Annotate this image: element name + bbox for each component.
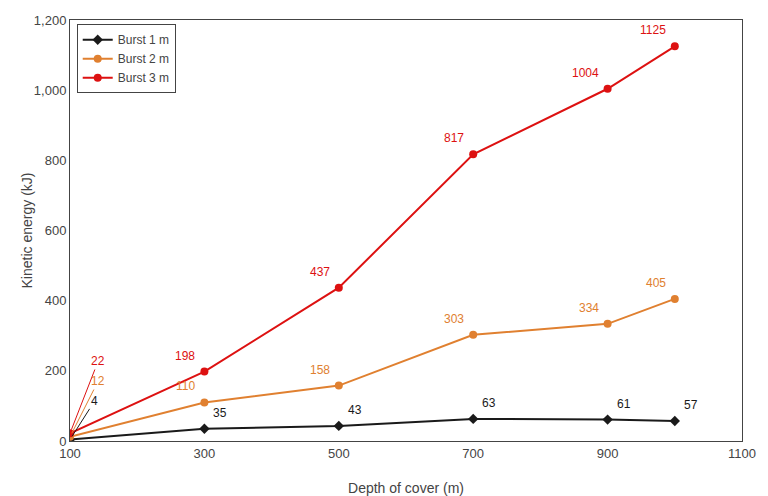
svg-text:900: 900	[597, 446, 619, 461]
svg-text:1,200: 1,200	[34, 13, 67, 28]
svg-text:63: 63	[482, 396, 496, 410]
svg-text:12: 12	[91, 374, 105, 388]
svg-text:405: 405	[646, 276, 666, 290]
svg-text:61: 61	[617, 397, 631, 411]
svg-text:1125: 1125	[640, 23, 666, 37]
svg-text:500: 500	[328, 446, 350, 461]
svg-text:198: 198	[175, 349, 195, 363]
svg-text:817: 817	[444, 131, 464, 145]
svg-text:158: 158	[310, 363, 330, 377]
svg-text:1004: 1004	[572, 66, 599, 80]
svg-text:700: 700	[462, 446, 484, 461]
svg-text:400: 400	[45, 293, 67, 308]
svg-text:22: 22	[91, 354, 105, 368]
svg-text:Depth of cover (m): Depth of cover (m)	[348, 480, 464, 496]
svg-text:303: 303	[444, 312, 464, 326]
svg-text:200: 200	[45, 363, 67, 378]
svg-text:Burst 1 m: Burst 1 m	[118, 33, 169, 47]
svg-text:Burst 2 m: Burst 2 m	[118, 52, 169, 66]
svg-text:110: 110	[176, 379, 195, 393]
svg-text:43: 43	[348, 403, 362, 417]
svg-text:1,000: 1,000	[34, 83, 67, 98]
svg-text:Kinetic energy (kJ): Kinetic energy (kJ)	[19, 173, 35, 289]
svg-text:600: 600	[45, 223, 67, 238]
svg-text:800: 800	[45, 153, 67, 168]
svg-text:0: 0	[59, 434, 66, 449]
svg-text:57: 57	[684, 398, 698, 412]
svg-text:334: 334	[579, 301, 599, 315]
svg-text:300: 300	[194, 446, 216, 461]
svg-text:437: 437	[310, 265, 330, 279]
svg-text:35: 35	[213, 406, 227, 420]
svg-text:4: 4	[91, 394, 98, 408]
svg-text:Burst 3 m: Burst 3 m	[118, 71, 169, 85]
svg-text:1100: 1100	[728, 446, 756, 461]
svg-text:100: 100	[59, 446, 81, 461]
